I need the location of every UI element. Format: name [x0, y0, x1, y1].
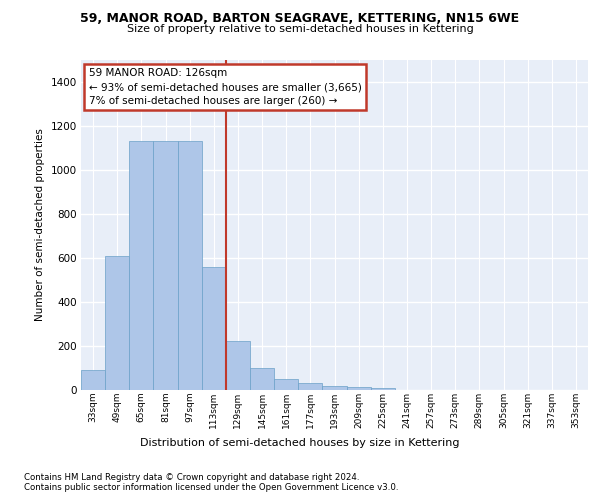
Bar — [129, 142, 154, 390]
Bar — [154, 142, 178, 390]
Text: Size of property relative to semi-detached houses in Kettering: Size of property relative to semi-detach… — [127, 24, 473, 34]
Text: Distribution of semi-detached houses by size in Kettering: Distribution of semi-detached houses by … — [140, 438, 460, 448]
Bar — [322, 386, 347, 390]
Bar — [274, 379, 298, 390]
Bar — [202, 267, 226, 390]
Text: Contains public sector information licensed under the Open Government Licence v3: Contains public sector information licen… — [24, 484, 398, 492]
Text: Contains HM Land Registry data © Crown copyright and database right 2024.: Contains HM Land Registry data © Crown c… — [24, 472, 359, 482]
Bar — [226, 340, 250, 390]
Bar — [371, 388, 395, 390]
Bar — [298, 384, 322, 390]
Text: 59 MANOR ROAD: 126sqm
← 93% of semi-detached houses are smaller (3,665)
7% of se: 59 MANOR ROAD: 126sqm ← 93% of semi-deta… — [89, 68, 361, 106]
Bar — [347, 386, 371, 390]
Bar — [250, 368, 274, 390]
Bar — [178, 142, 202, 390]
Y-axis label: Number of semi-detached properties: Number of semi-detached properties — [35, 128, 45, 322]
Text: 59, MANOR ROAD, BARTON SEAGRAVE, KETTERING, NN15 6WE: 59, MANOR ROAD, BARTON SEAGRAVE, KETTERI… — [80, 12, 520, 26]
Bar — [81, 370, 105, 390]
Bar — [105, 256, 129, 390]
